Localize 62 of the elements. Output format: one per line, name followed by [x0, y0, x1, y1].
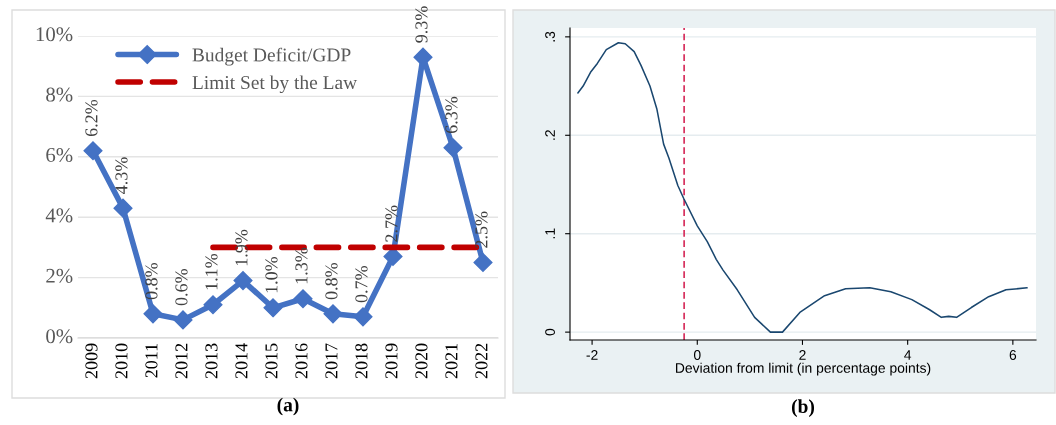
data-label: 2.5%	[475, 211, 488, 248]
x-tick-label: 2020	[415, 343, 428, 379]
data-label: 2.7%	[385, 205, 398, 242]
x-tick-label: 2011	[145, 343, 158, 378]
data-label: 9.3%	[415, 6, 428, 43]
y-tick-label: .1	[545, 228, 555, 239]
line-series	[577, 41, 1028, 333]
point	[113, 198, 133, 218]
data-label: 6.2%	[85, 99, 98, 137]
data-label: 6.3%	[445, 96, 458, 134]
x-tick-label: 2022	[475, 343, 488, 379]
point	[263, 298, 283, 318]
x-tick-label: 2009	[85, 343, 98, 379]
text: (a)	[277, 397, 299, 416]
data-label: 1.0%	[265, 256, 278, 293]
text: (b)	[791, 399, 815, 417]
data-label: 0.8%	[325, 262, 338, 300]
point	[233, 271, 253, 291]
x-axis-title: Deviation from limit (in percentage points)	[676, 362, 931, 376]
data-label: 0.8%	[145, 262, 158, 300]
x-tick-label: 4	[904, 350, 912, 360]
x-tick-label: 2018	[355, 343, 368, 379]
point	[473, 252, 493, 273]
x-tick-label: 0	[693, 350, 701, 360]
point	[203, 295, 223, 315]
y-tick-label: .2	[545, 130, 555, 140]
x-tick-label: 2015	[265, 343, 278, 379]
y-tick-label: 8%	[46, 87, 73, 102]
x-tick-label: -2	[586, 350, 598, 360]
data-label: 1.1%	[205, 253, 218, 290]
y-tick-label: 4%	[45, 208, 73, 223]
data-label: 1.3%	[295, 247, 308, 284]
y-tick-label: 0%	[46, 329, 73, 344]
point	[443, 138, 463, 158]
point	[293, 289, 313, 309]
y-tick-label: 10%	[36, 27, 73, 42]
x-tick-label: 6	[1009, 350, 1017, 360]
point	[353, 307, 373, 327]
x-tick-label: 2	[799, 350, 806, 360]
x-tick-label: 2014	[235, 343, 248, 379]
x-tick-label: 2013	[205, 343, 218, 379]
point	[173, 310, 193, 330]
x-tick-label: 2017	[325, 343, 338, 379]
x-tick-label: 2019	[385, 343, 398, 379]
y-tick-label: 6%	[46, 147, 73, 163]
data-label: 0.6%	[175, 269, 188, 306]
point	[143, 304, 163, 324]
x-tick-label: 2010	[115, 343, 128, 379]
y-tick-label: 2%	[46, 268, 73, 283]
x-tick-label: 2016	[295, 343, 308, 379]
y-tick-label: 0	[545, 328, 555, 336]
y-tick-label: .3	[545, 31, 555, 42]
point	[83, 141, 103, 161]
data-label: 4.3%	[115, 157, 128, 194]
x-tick-label: 2021	[445, 343, 458, 379]
data-label: 0.7%	[355, 265, 368, 303]
data-label: 1.9%	[235, 229, 248, 266]
point	[413, 47, 433, 67]
x-tick-label: 2012	[175, 343, 188, 379]
legend-label: Limit Set by the Law	[192, 75, 358, 94]
point	[323, 304, 343, 324]
legend-label: Budget Deficit/GDP	[192, 47, 351, 66]
